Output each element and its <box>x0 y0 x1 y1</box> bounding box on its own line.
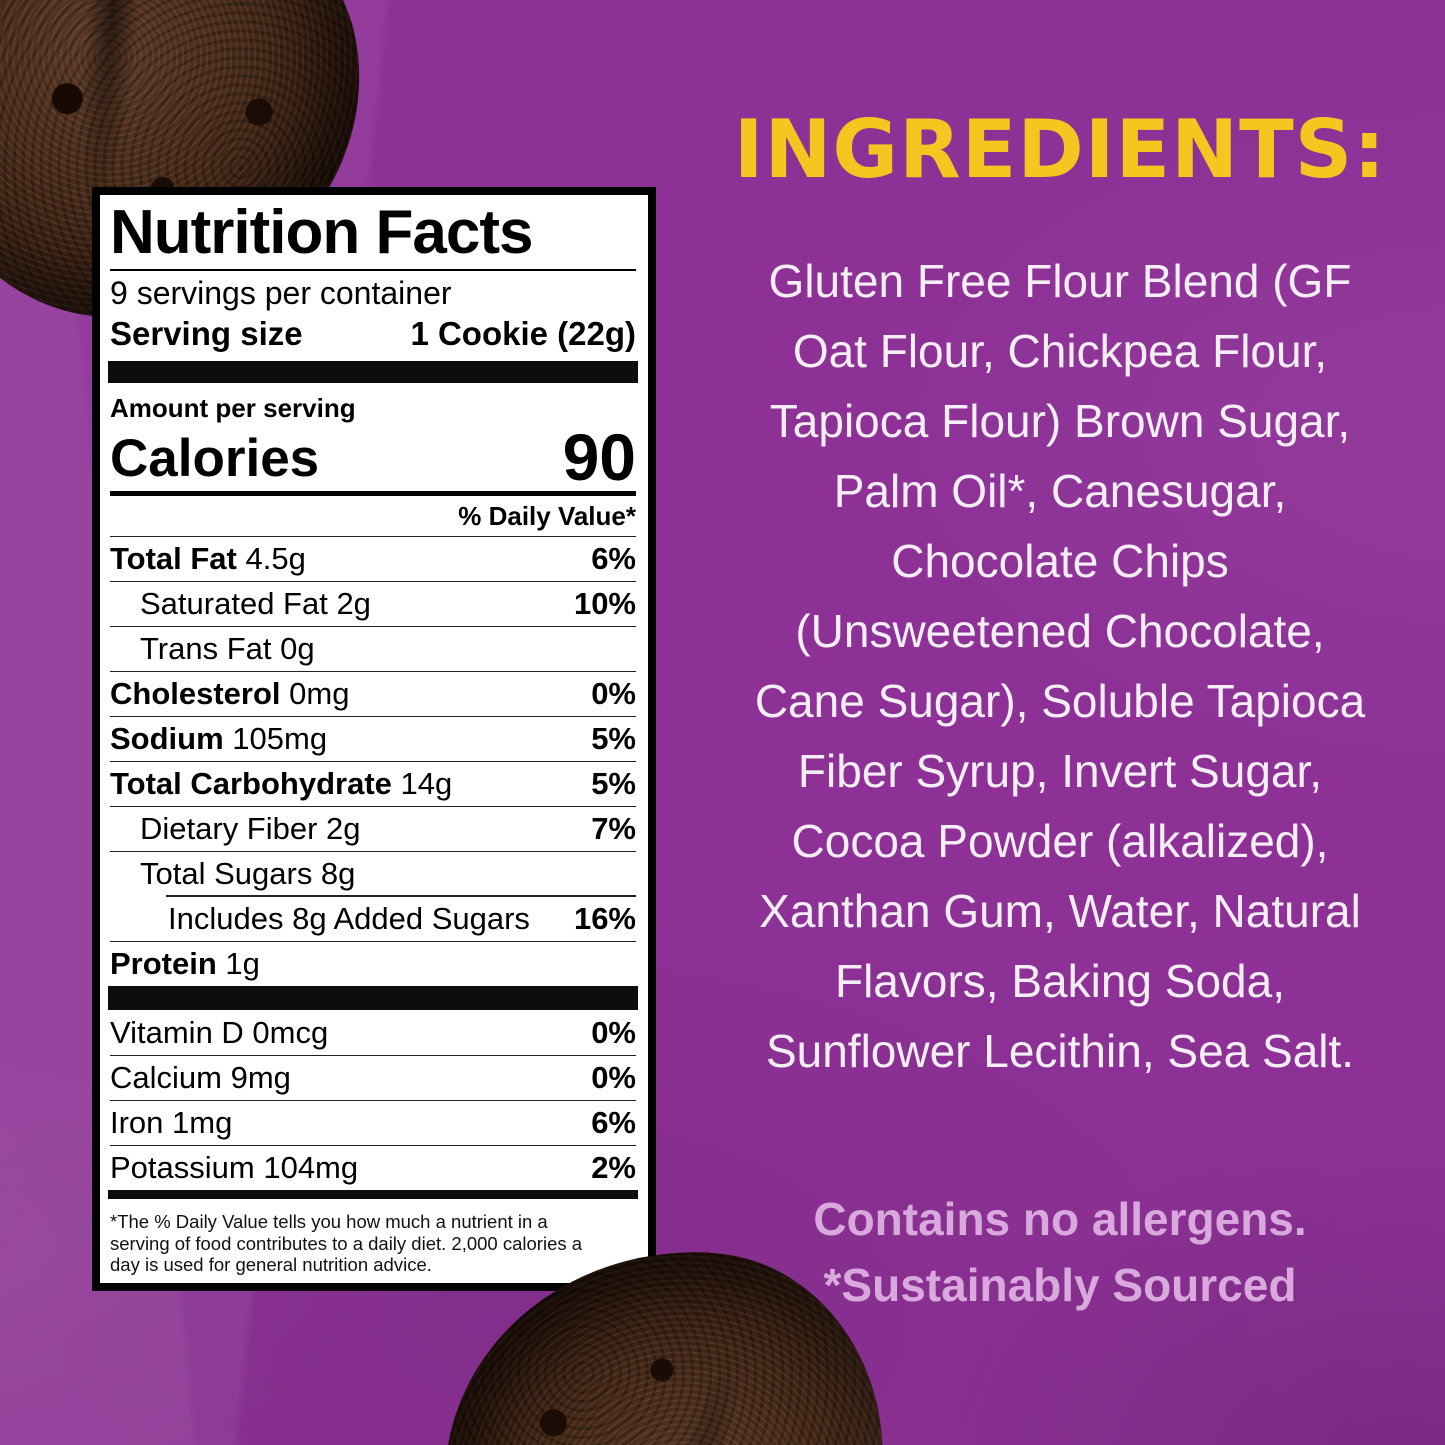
nutrient-row: Cholesterol 0mg 0% <box>110 671 636 716</box>
calories-label: Calories <box>110 429 320 488</box>
calories-row: Calories 90 <box>110 423 636 491</box>
vitamin-row: Iron 1mg 6% <box>110 1100 636 1145</box>
nutrient-row: Trans Fat 0g <box>110 626 636 671</box>
ingredients-heading: INGREDIENTS: <box>733 103 1387 196</box>
vitamin-rows: Vitamin D 0mcg 0% Calcium 9mg 0% Iron 1mg 6% P… <box>110 1010 636 1190</box>
daily-value-header: % Daily Value* <box>458 501 636 531</box>
nutrient-rows: Total Fat 4.5g 6% Saturated Fat 2g 10% Trans… <box>110 536 636 986</box>
ingredients-line: Cocoa Powder (alkalized), <box>791 815 1329 867</box>
allergen-note-line: *Sustainably Sourced <box>823 1259 1297 1311</box>
nutrient-row: Includes 8g Added Sugars 16% <box>110 895 636 941</box>
nutrient-row: Protein 1g <box>110 941 636 986</box>
nutrient-row: Saturated Fat 2g 10% <box>110 581 636 626</box>
nutrient-row: Dietary Fiber 2g 7% <box>110 806 636 851</box>
ingredients-line: Gluten Free Flour Blend (GF <box>768 255 1352 307</box>
allergen-note-line: Contains no allergens. <box>813 1193 1307 1245</box>
ingredients-list: Gluten Free Flour Blend (GF Oat Flour, Ch… <box>675 246 1445 1086</box>
ingredients-line: Chocolate Chips <box>891 535 1229 587</box>
nutrient-row: Total Fat 4.5g 6% <box>110 536 636 581</box>
nutrient-row: Total Carbohydrate 14g 5% <box>110 761 636 806</box>
ingredients-line: Tapioca Flour) Brown Sugar, <box>769 395 1351 447</box>
nutrient-row: Total Sugars 8g <box>110 851 636 896</box>
ingredients-line: (Unsweetened Chocolate, <box>795 605 1325 657</box>
ingredients-line: Sunflower Lecithin, Sea Salt. <box>765 1025 1355 1077</box>
calories-value: 90 <box>562 420 636 494</box>
ingredients-line: Palm Oil*, Canesugar, <box>833 465 1287 517</box>
nutrition-facts-panel: Nutrition Facts 9 servings per container… <box>92 187 656 1291</box>
thick-divider <box>108 986 638 1010</box>
medium-divider <box>108 1190 638 1199</box>
vitamin-row: Calcium 9mg 0% <box>110 1055 636 1100</box>
footnote-line: day is used for general nutrition advice… <box>110 1254 432 1275</box>
allergen-note: Contains no allergens. *Sustainably Sourc… <box>675 1186 1445 1318</box>
serving-size-label: Serving size <box>110 315 303 352</box>
nutrition-facts-title: Nutrition Facts <box>110 198 533 267</box>
thick-divider <box>108 361 638 383</box>
amount-per-serving-label: Amount per serving <box>110 393 356 423</box>
footnote-line: serving of food contributes to a daily d… <box>110 1232 583 1254</box>
ingredients-line: Cane Sugar), Soluble Tapioca <box>754 675 1366 727</box>
nutrient-row: Sodium 105mg 5% <box>110 716 636 761</box>
ingredients-line: Oat Flour, Chickpea Flour, <box>792 325 1328 377</box>
daily-value-footnote: *The % Daily Value tells you how much a … <box>110 1211 636 1276</box>
divider <box>110 491 636 496</box>
serving-size-row: Serving size 1 Cookie (22g) <box>110 313 636 359</box>
ingredients-line: Fiber Syrup, Invert Sugar, <box>797 745 1323 797</box>
footnote-line: *The % Daily Value tells you how much a … <box>110 1211 548 1232</box>
divider <box>110 269 636 271</box>
servings-per-container: 9 servings per container <box>110 275 452 311</box>
serving-size-value: 1 Cookie (22g) <box>410 315 636 352</box>
vitamin-row: Vitamin D 0mcg 0% <box>110 1015 636 1050</box>
vitamin-row: Potassium 104mg 2% <box>110 1145 636 1190</box>
ingredients-line: Xanthan Gum, Water, Natural <box>759 885 1361 937</box>
ingredients-line: Flavors, Baking Soda, <box>834 955 1285 1007</box>
